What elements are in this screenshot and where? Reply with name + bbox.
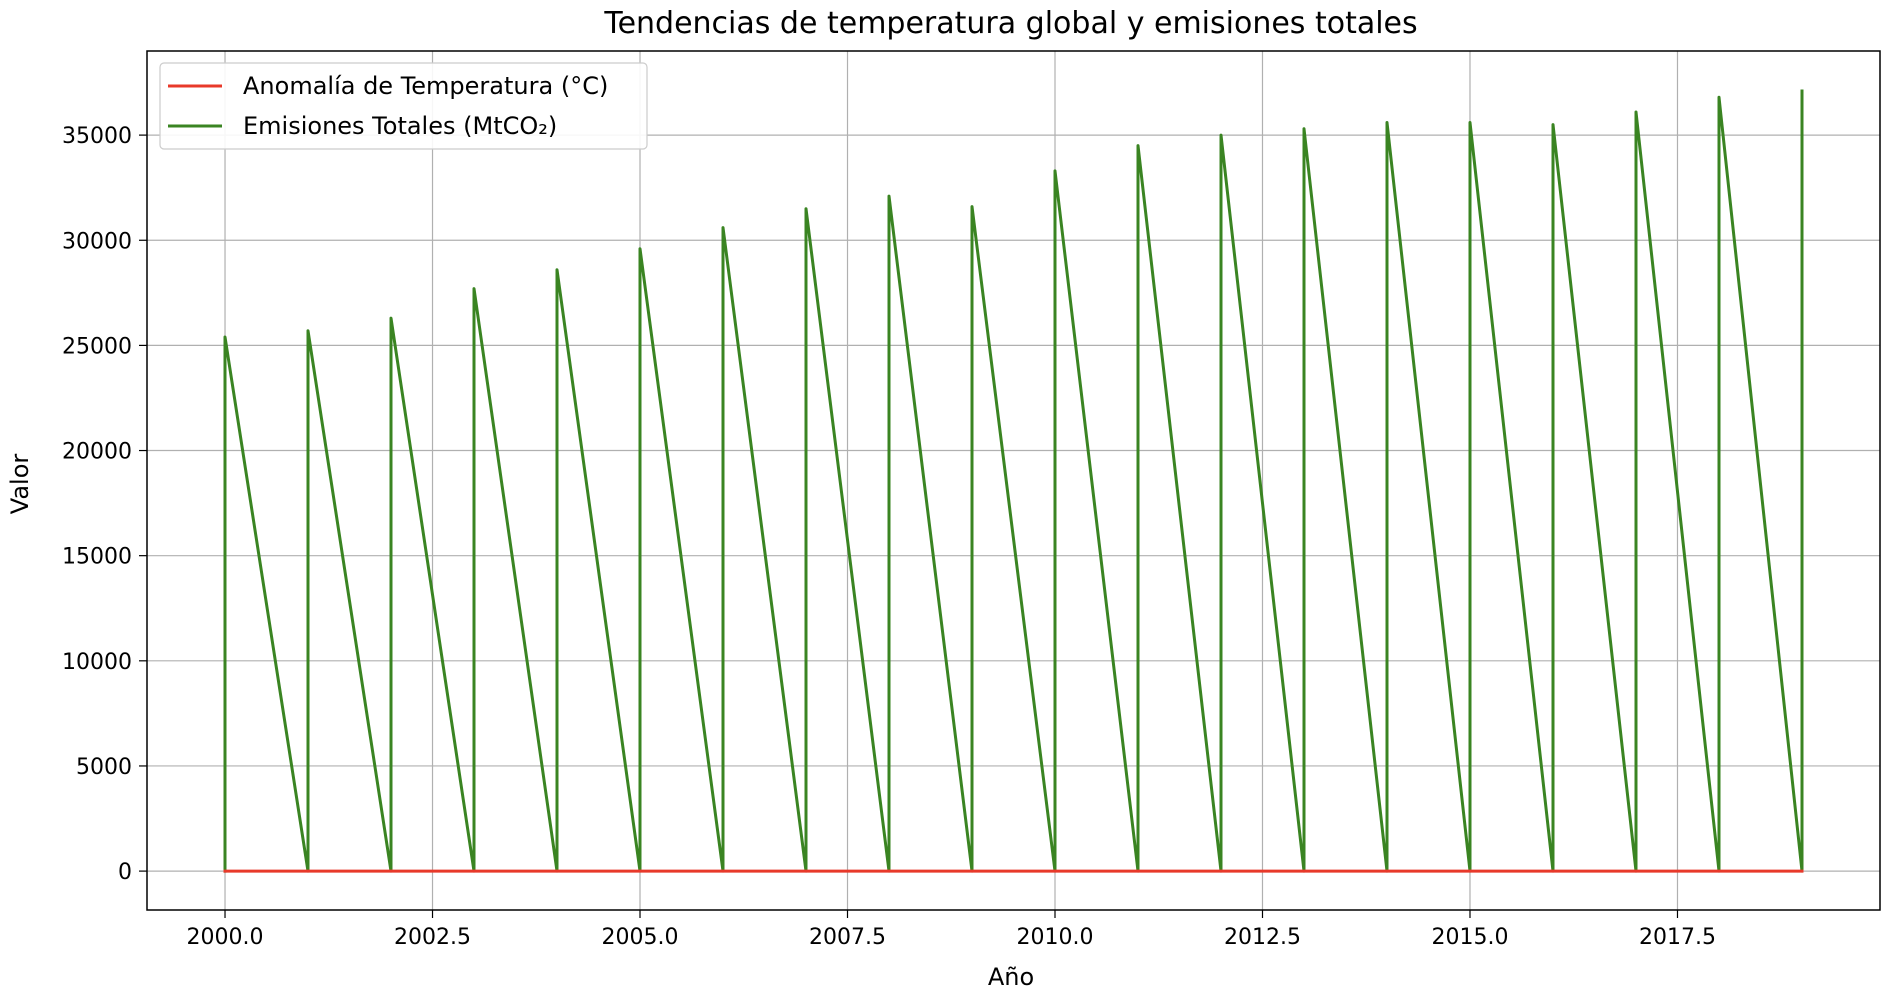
series-layer: [223, 89, 1804, 873]
y-axis-label: Valor: [6, 454, 34, 515]
legend: Anomalía de Temperatura (°C) Emisiones To…: [159, 62, 648, 150]
x-tick-label: 2015.0: [1431, 925, 1508, 950]
x-tick-label: 2000.0: [187, 925, 264, 950]
plot-area-frame: [146, 50, 1881, 911]
x-tick-label: 2005.0: [602, 925, 679, 950]
y-tick-label: 10000: [62, 650, 132, 675]
x-tick-label: 2007.5: [809, 925, 886, 950]
y-tick-label: 25000: [62, 334, 132, 359]
chart-title: Tendencias de temperatura global y emisi…: [603, 6, 1417, 41]
x-tick-label: 2002.5: [394, 925, 471, 950]
x-axis-label: Año: [988, 963, 1034, 991]
y-tick-label: 15000: [62, 545, 132, 570]
x-tick-label: 2012.5: [1224, 925, 1301, 950]
tick-layer: 2000.0 2002.5 2005.0 2007.5 2010.0 2012.5 2015…: [62, 124, 1716, 950]
series-line-total-emissions: [223, 89, 1804, 873]
y-tick-label: 30000: [62, 229, 132, 254]
legend-entry-label: Emisiones Totales (MtCO₂): [243, 112, 557, 140]
y-tick-label: 20000: [62, 440, 132, 465]
legend-box: [159, 62, 648, 150]
y-tick-label: 0: [118, 860, 132, 885]
x-tick-label: 2010.0: [1017, 925, 1094, 950]
legend-entry-label: Anomalía de Temperatura (°C): [243, 72, 608, 100]
y-tick-label: 5000: [76, 755, 132, 780]
grid: [147, 51, 1880, 910]
y-tick-label: 35000: [62, 124, 132, 149]
x-tick-label: 2017.5: [1639, 925, 1716, 950]
